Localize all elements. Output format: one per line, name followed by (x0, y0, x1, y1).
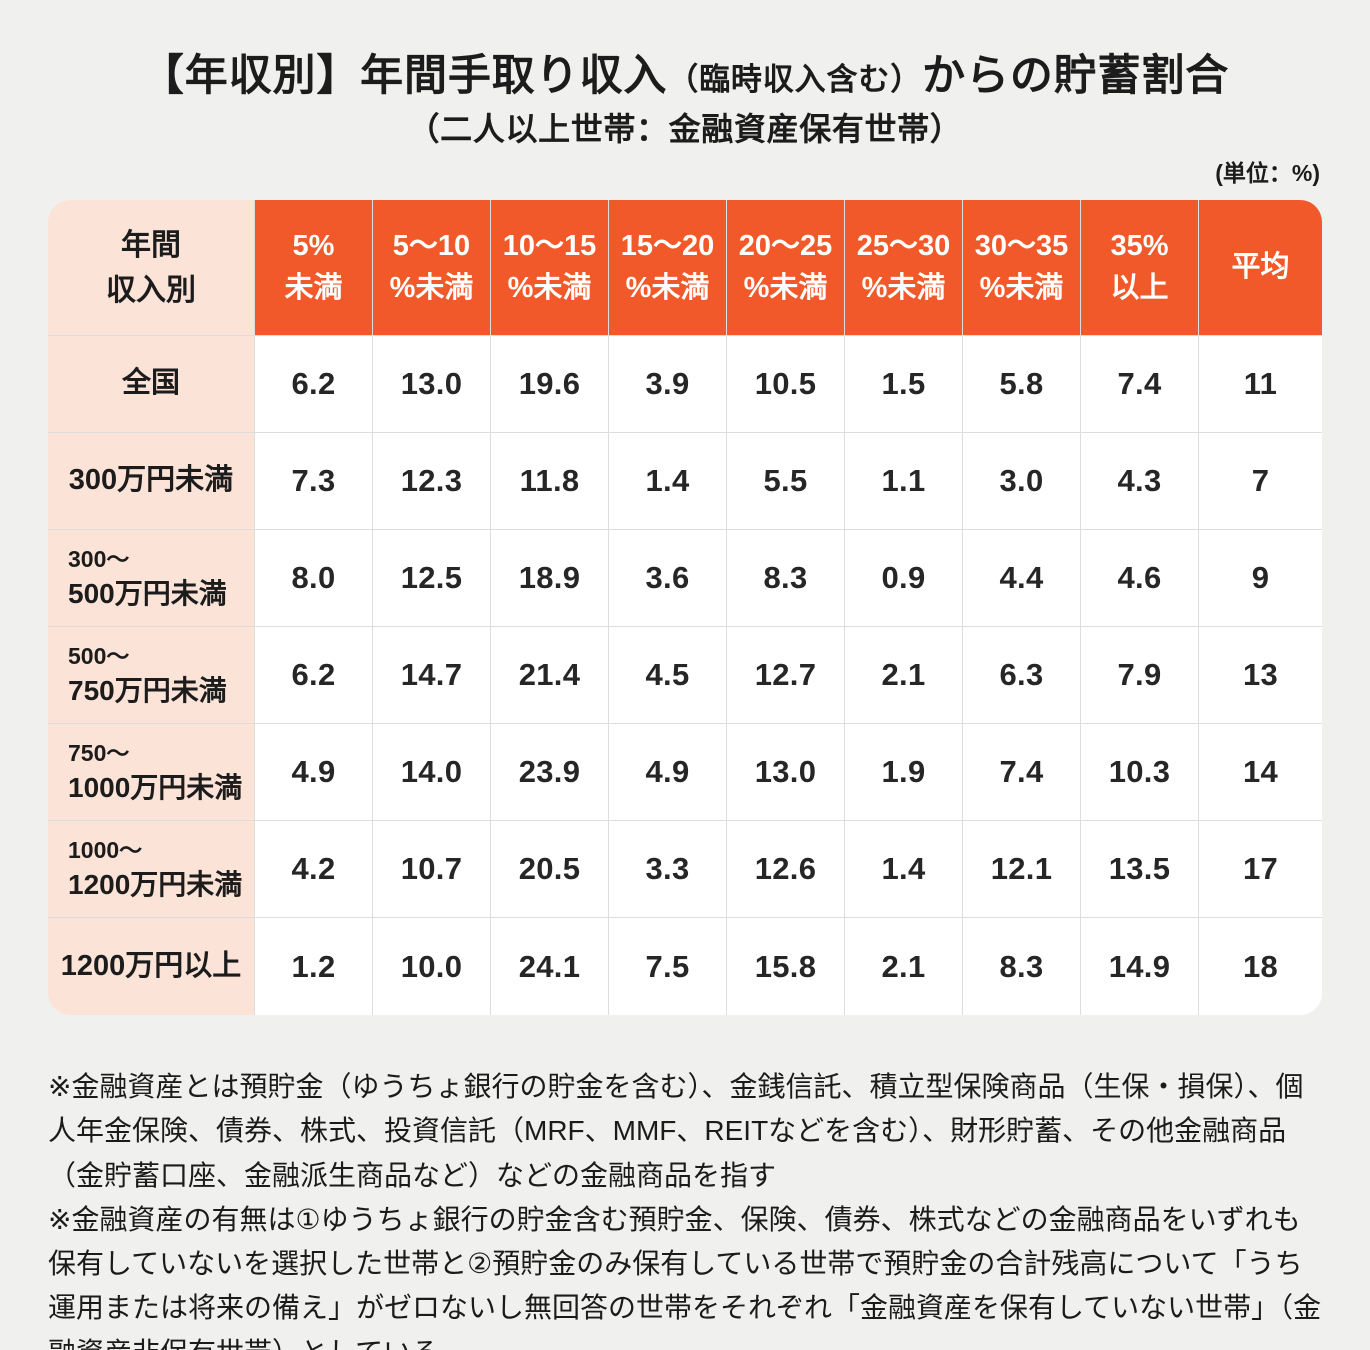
value-cell: 13.0 (373, 336, 491, 434)
value-cell: 4.4 (963, 530, 1081, 628)
row-header: 300〜 500万円未満 (48, 530, 255, 628)
column-header: 5% 未満 (255, 200, 373, 337)
value-cell: 7.5 (609, 918, 727, 1016)
value-cell: 11 (1199, 336, 1322, 434)
chart-title: 【年収別】年間手取り収入（臨時収入含む）からの貯蓄割合 (48, 50, 1322, 104)
value-cell: 8.3 (727, 530, 845, 628)
value-cell: 8.3 (963, 918, 1081, 1016)
value-cell: 12.5 (373, 530, 491, 628)
column-header: 25〜30 %未満 (845, 200, 963, 337)
corner-header: 年間 収入別 (48, 200, 255, 337)
chart-title-paren: （臨時収入含む） (667, 62, 923, 97)
value-cell: 6.2 (255, 336, 373, 434)
value-cell: 18 (1199, 918, 1322, 1016)
chart-title-tail: からの貯蓄割合 (922, 52, 1230, 100)
value-cell: 4.9 (255, 724, 373, 822)
value-cell: 18.9 (491, 530, 609, 628)
value-cell: 10.7 (373, 821, 491, 919)
unit-label: (単位：%) (1215, 160, 1320, 187)
value-cell: 7 (1199, 433, 1322, 531)
value-cell: 7.4 (1081, 336, 1199, 434)
column-header: 15〜20 %未満 (609, 200, 727, 337)
value-cell: 2.1 (845, 918, 963, 1016)
value-cell: 1.9 (845, 724, 963, 822)
value-cell: 1.4 (845, 821, 963, 919)
value-cell: 3.6 (609, 530, 727, 628)
column-header: 30〜35 %未満 (963, 200, 1081, 337)
value-cell: 1.2 (255, 918, 373, 1016)
value-cell: 8.0 (255, 530, 373, 628)
value-cell: 13.5 (1081, 821, 1199, 919)
value-cell: 4.5 (609, 627, 727, 725)
value-cell: 23.9 (491, 724, 609, 822)
row-header: 1200万円以上 (48, 918, 255, 1016)
value-cell: 24.1 (491, 918, 609, 1016)
row-header: 全国 (48, 336, 255, 434)
column-header: 10〜15 %未満 (491, 200, 609, 337)
value-cell: 4.9 (609, 724, 727, 822)
value-cell: 0.9 (845, 530, 963, 628)
column-header: 5〜10 %未満 (373, 200, 491, 337)
value-cell: 6.2 (255, 627, 373, 725)
note-item: ※金融資産とは預貯金（ゆうちょ銀行の貯金を含む）、金銭信託、積立型保険商品（生保… (48, 1071, 1304, 1191)
note-item: ※金融資産の有無は①ゆうちょ銀行の貯金含む預貯金、保険、債券、株式などの金融商品… (48, 1203, 1322, 1350)
value-cell: 14.7 (373, 627, 491, 725)
column-header: 20〜25 %未満 (727, 200, 845, 337)
column-header: 平均 (1199, 200, 1322, 337)
value-cell: 13 (1199, 627, 1322, 725)
value-cell: 12.1 (963, 821, 1081, 919)
value-cell: 6.3 (963, 627, 1081, 725)
value-cell: 20.5 (491, 821, 609, 919)
value-cell: 4.3 (1081, 433, 1199, 531)
value-cell: 12.6 (727, 821, 845, 919)
value-cell: 3.9 (609, 336, 727, 434)
value-cell: 13.0 (727, 724, 845, 822)
value-cell: 21.4 (491, 627, 609, 725)
row-header: 500〜 750万円未満 (48, 627, 255, 725)
value-cell: 1.1 (845, 433, 963, 531)
value-cell: 4.6 (1081, 530, 1199, 628)
notes-block: ※金融資産とは預貯金（ゆうちょ銀行の貯金を含む）、金銭信託、積立型保険商品（生保… (48, 1065, 1324, 1350)
value-cell: 10.3 (1081, 724, 1199, 822)
value-cell: 4.2 (255, 821, 373, 919)
chart-title-main: 【年収別】年間手取り収入 (140, 52, 668, 100)
value-cell: 7.3 (255, 433, 373, 531)
value-cell: 15.8 (727, 918, 845, 1016)
value-cell: 14.0 (373, 724, 491, 822)
value-cell: 10.5 (727, 336, 845, 434)
value-cell: 19.6 (491, 336, 609, 434)
row-header: 750〜 1000万円未満 (48, 724, 255, 822)
value-cell: 17 (1199, 821, 1322, 919)
value-cell: 1.5 (845, 336, 963, 434)
column-header: 35% 以上 (1081, 200, 1199, 337)
value-cell: 7.4 (963, 724, 1081, 822)
value-cell: 14 (1199, 724, 1322, 822)
value-cell: 12.3 (373, 433, 491, 531)
savings-table: 年間 収入別 5% 未満 5〜10 %未満 10〜15 %未満 15〜20 %未満 20〜25 %未満… (48, 200, 1322, 1016)
value-cell: 12.7 (727, 627, 845, 725)
value-cell: 1.4 (609, 433, 727, 531)
value-cell: 3.3 (609, 821, 727, 919)
value-cell: 10.0 (373, 918, 491, 1016)
value-cell: 5.5 (727, 433, 845, 531)
value-cell: 7.9 (1081, 627, 1199, 725)
row-header: 1000〜 1200万円未満 (48, 821, 255, 919)
value-cell: 2.1 (845, 627, 963, 725)
row-header: 300万円未満 (48, 433, 255, 531)
value-cell: 14.9 (1081, 918, 1199, 1016)
value-cell: 9 (1199, 530, 1322, 628)
value-cell: 5.8 (963, 336, 1081, 434)
value-cell: 3.0 (963, 433, 1081, 531)
chart-subtitle: （二人以上世帯：金融資産保有世帯） (407, 110, 963, 147)
value-cell: 11.8 (491, 433, 609, 531)
